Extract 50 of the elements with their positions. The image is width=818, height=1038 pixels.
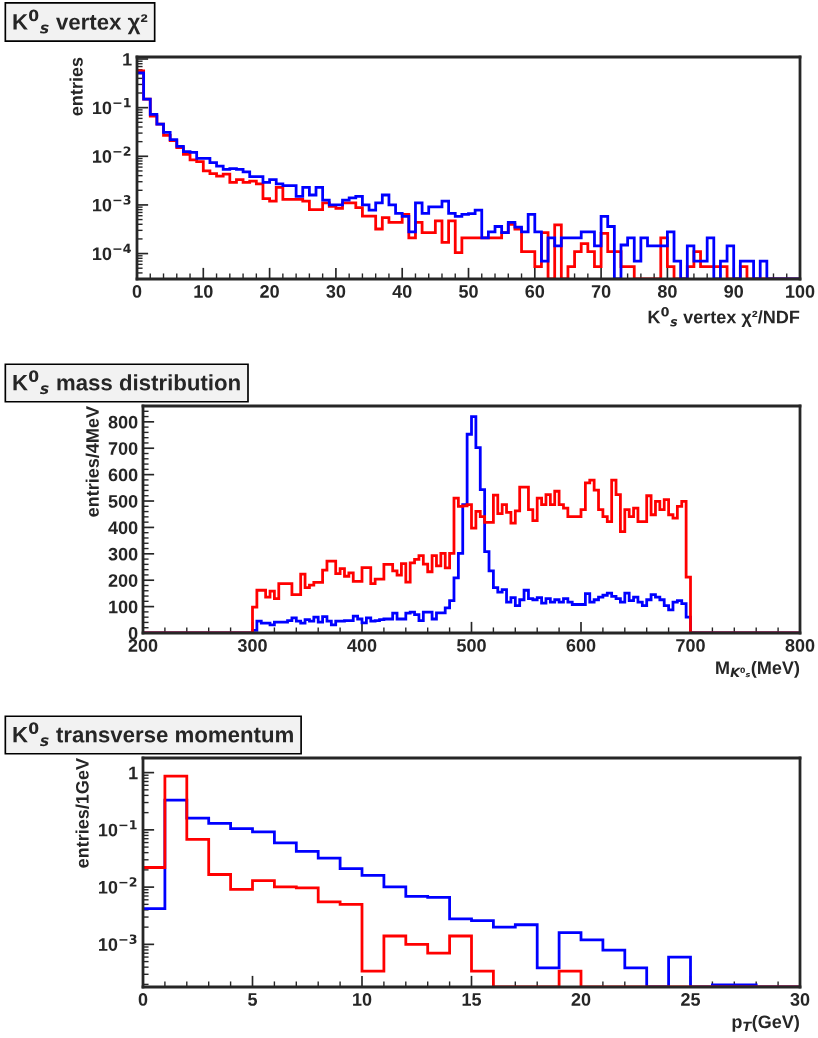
x-tick-label: 40 xyxy=(392,285,412,298)
y-tick-label: 10$^{−3}$ xyxy=(93,195,131,212)
x-tick-label: 20 xyxy=(260,285,279,298)
x-tick-label: 400 xyxy=(347,639,377,652)
x-tick-label: 15 xyxy=(462,993,482,1006)
y-tick-label: 200 xyxy=(108,574,138,587)
y-tick-label: 10$^{−4}$ xyxy=(93,243,131,261)
x-tick-label: 70 xyxy=(591,285,611,298)
x-tick-label: 5 xyxy=(248,993,258,1006)
x-tick-label: 10 xyxy=(353,993,372,1006)
x-tick-label: 90 xyxy=(724,285,743,298)
x-tick-label: 300 xyxy=(237,639,267,652)
x-tick-label: 80 xyxy=(657,285,677,298)
x-axis-title: K$^{0}$$_{s}$ vertex χ²/NDF xyxy=(648,306,800,327)
chart-title: K$^{0}$$_{s}$ transverse momentum xyxy=(13,722,293,747)
x-tick-label: 0 xyxy=(138,993,148,1006)
chart-title: K$^{0}$$_{s}$ mass distribution xyxy=(13,370,240,395)
x-tick-label: 100 xyxy=(786,285,815,298)
y-tick-label: 100 xyxy=(109,600,138,614)
x-tick-label: 500 xyxy=(456,639,486,652)
y-tick-label: 10$^{−2}$ xyxy=(93,146,131,163)
x-tick-label: 700 xyxy=(676,639,705,652)
x-tick-label: 600 xyxy=(566,639,596,652)
y-axis-title: entries xyxy=(69,57,83,116)
y-tick-label: 500 xyxy=(108,494,138,508)
y-tick-label: 400 xyxy=(108,521,138,535)
y-tick-label: 10$^{−3}$ xyxy=(99,934,137,951)
y-tick-label: 10$^{−1}$ xyxy=(93,97,131,115)
y-tick-label: 0 xyxy=(128,626,138,640)
chart-title: K$^{0}$$_{s}$ vertex χ² xyxy=(13,9,148,35)
y-tick-label: 10$^{−2}$ xyxy=(99,877,137,894)
x-axis-title: M$_{K⁰ₛ}$(MeV) xyxy=(716,660,800,678)
x-tick-label: 20 xyxy=(571,993,591,1006)
y-tick-label: 300 xyxy=(108,547,138,561)
y-tick-label: 700 xyxy=(108,442,138,455)
y-tick-label: 600 xyxy=(108,468,138,482)
x-tick-label: 10 xyxy=(194,285,213,298)
y-tick-label: 1 xyxy=(123,53,132,66)
x-tick-label: 800 xyxy=(785,639,815,652)
y-tick-label: 800 xyxy=(108,415,138,429)
y-tick-label: 1 xyxy=(129,766,138,780)
x-axis-title: p$_{T}$(GeV) xyxy=(732,1014,799,1032)
y-axis-title: entries/1GeV xyxy=(75,758,89,868)
x-tick-label: 60 xyxy=(525,285,545,298)
x-tick-label: 30 xyxy=(790,993,810,1006)
x-tick-label: 30 xyxy=(326,285,346,298)
x-tick-label: 25 xyxy=(681,993,701,1006)
x-tick-label: 50 xyxy=(459,285,478,298)
y-tick-label: 10$^{−1}$ xyxy=(99,820,137,837)
y-axis-title: entries/4MeV xyxy=(85,406,100,517)
